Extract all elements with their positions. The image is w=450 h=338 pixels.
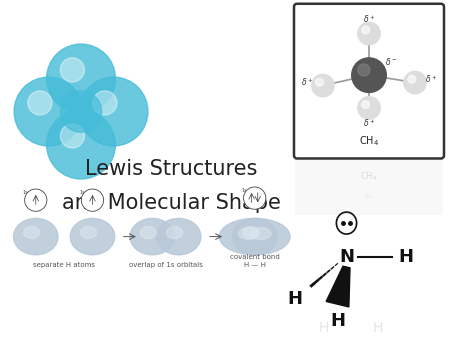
Circle shape [315, 78, 324, 86]
Circle shape [79, 77, 148, 146]
Ellipse shape [219, 218, 290, 255]
Ellipse shape [243, 226, 259, 239]
Circle shape [60, 58, 85, 82]
Ellipse shape [81, 226, 96, 239]
Text: $\delta_*$: $\delta_*$ [364, 192, 374, 200]
Ellipse shape [70, 218, 115, 255]
Circle shape [46, 44, 115, 113]
Circle shape [28, 91, 52, 115]
Circle shape [312, 74, 334, 97]
Text: $\delta^-$: $\delta^-$ [385, 56, 397, 67]
Polygon shape [326, 266, 350, 307]
FancyBboxPatch shape [294, 4, 444, 159]
Text: H: H [398, 248, 414, 266]
Circle shape [358, 22, 380, 45]
Text: and Molecular Shape: and Molecular Shape [62, 193, 280, 213]
Circle shape [362, 101, 369, 108]
Circle shape [14, 77, 83, 146]
Text: 1s: 1s [242, 188, 248, 193]
Text: 1s: 1s [80, 190, 85, 195]
Text: H: H [319, 321, 329, 335]
Text: $\delta^+$: $\delta^+$ [425, 74, 437, 86]
Text: covalent bond
H — H: covalent bond H — H [230, 255, 279, 268]
Ellipse shape [238, 227, 259, 240]
Circle shape [362, 26, 369, 34]
Text: 1s: 1s [23, 190, 28, 195]
Circle shape [243, 187, 266, 209]
Circle shape [358, 97, 380, 119]
Circle shape [60, 124, 85, 148]
Circle shape [81, 189, 104, 211]
Ellipse shape [251, 227, 271, 240]
Ellipse shape [140, 226, 156, 239]
Text: Lewis Structures: Lewis Structures [85, 159, 257, 179]
Text: $\delta^+$: $\delta^+$ [363, 13, 375, 25]
Text: CH$_4$: CH$_4$ [360, 170, 378, 183]
Circle shape [25, 189, 47, 211]
Circle shape [46, 110, 115, 179]
Text: H: H [373, 321, 383, 335]
Text: separate H atoms: separate H atoms [33, 262, 95, 268]
Text: $\delta^+$: $\delta^+$ [363, 117, 375, 129]
Circle shape [60, 91, 102, 132]
Circle shape [93, 91, 117, 115]
Circle shape [404, 71, 426, 94]
Circle shape [352, 58, 386, 93]
Ellipse shape [24, 226, 40, 239]
Text: $\delta^+$: $\delta^+$ [301, 77, 313, 89]
Text: N: N [339, 248, 354, 266]
Ellipse shape [232, 218, 277, 255]
Ellipse shape [156, 218, 201, 255]
Text: overlap of 1s orbitals: overlap of 1s orbitals [129, 262, 202, 268]
Text: CH$_4$: CH$_4$ [359, 134, 379, 147]
Circle shape [408, 75, 416, 83]
Ellipse shape [166, 226, 183, 239]
Text: H: H [330, 312, 345, 330]
Text: H: H [288, 290, 303, 308]
Circle shape [358, 64, 370, 76]
FancyBboxPatch shape [295, 154, 443, 215]
Ellipse shape [130, 218, 175, 255]
Ellipse shape [14, 218, 58, 255]
